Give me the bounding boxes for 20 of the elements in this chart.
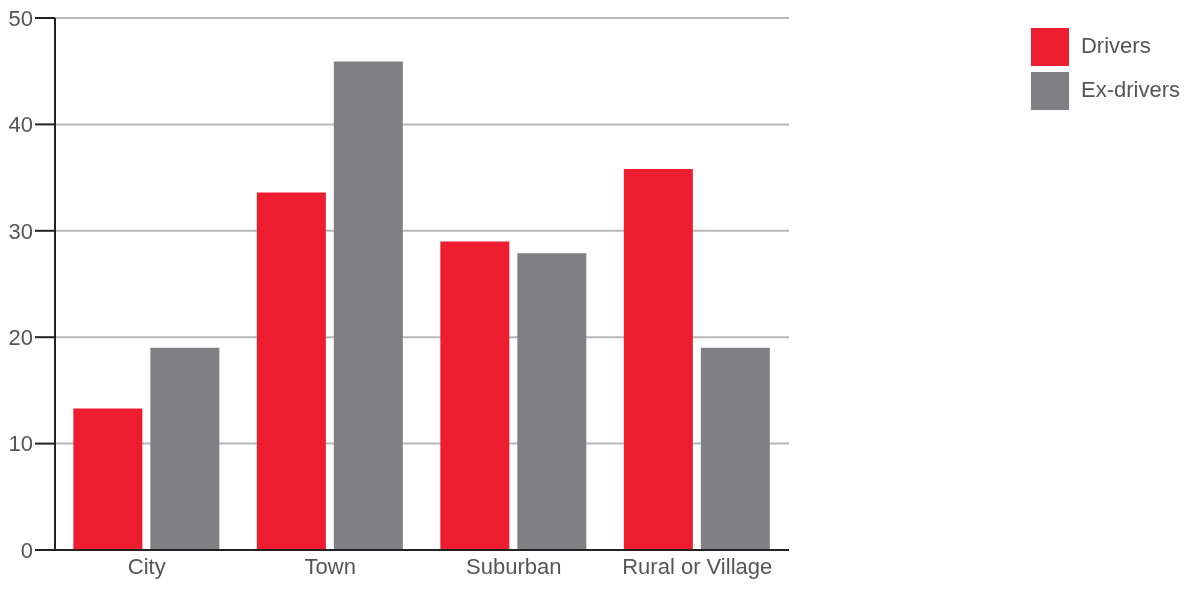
y-tick-label: 10 <box>8 431 33 457</box>
y-tick-label: 20 <box>8 325 33 351</box>
bar <box>73 408 143 550</box>
bar <box>440 241 510 550</box>
x-tick-label: Suburban <box>466 553 562 579</box>
y-tick-label: 30 <box>8 218 33 244</box>
legend-label: Ex-drivers <box>1080 77 1180 102</box>
bar <box>623 169 693 550</box>
x-tick-label: Rural or Village <box>622 553 773 579</box>
x-tick-label: City <box>127 553 166 579</box>
bar <box>256 192 326 550</box>
bar <box>517 253 587 550</box>
bar <box>150 347 220 550</box>
y-tick-label: 50 <box>8 5 33 31</box>
bar <box>333 61 403 550</box>
y-tick-label: 40 <box>8 112 33 138</box>
legend-label: Drivers <box>1080 33 1151 58</box>
x-tick-label: Town <box>304 553 356 579</box>
y-tick-label: 0 <box>20 537 33 563</box>
bar <box>700 347 770 550</box>
